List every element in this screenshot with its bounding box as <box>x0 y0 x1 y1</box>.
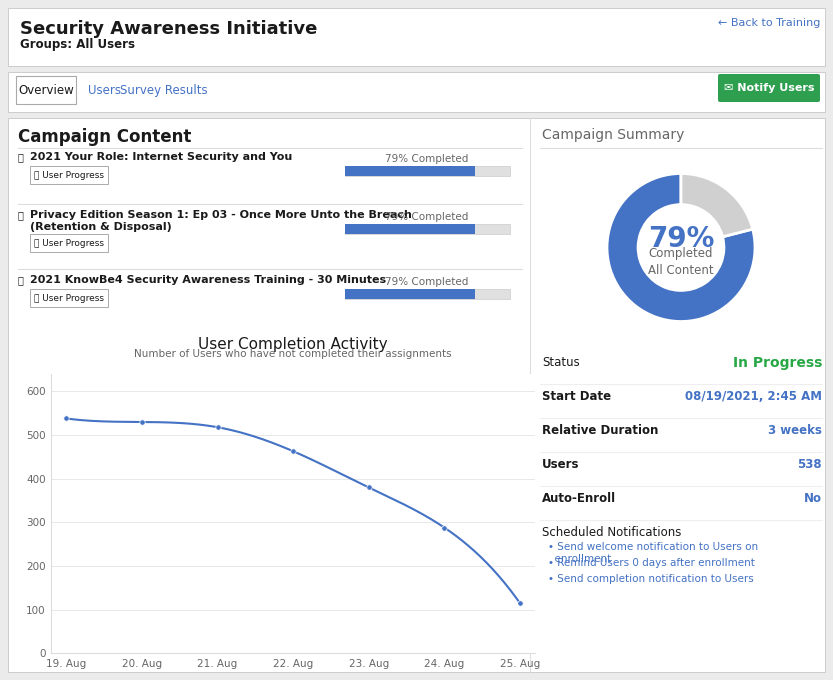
Text: 08/19/2021, 2:45 AM: 08/19/2021, 2:45 AM <box>685 390 822 403</box>
Text: Security Awareness Initiative: Security Awareness Initiative <box>20 20 317 38</box>
Point <box>513 598 526 609</box>
Text: 📈 User Progress: 📈 User Progress <box>34 294 104 303</box>
Text: 📈 User Progress: 📈 User Progress <box>34 239 104 248</box>
FancyBboxPatch shape <box>345 289 510 299</box>
Text: 📹: 📹 <box>18 210 24 220</box>
Text: 79%: 79% <box>648 224 714 253</box>
Text: 🎓: 🎓 <box>18 152 24 162</box>
Text: Overview: Overview <box>18 84 74 97</box>
FancyBboxPatch shape <box>16 76 76 104</box>
Text: • Remind Users 0 days after enrollment: • Remind Users 0 days after enrollment <box>548 558 755 568</box>
Text: 🎓: 🎓 <box>18 275 24 285</box>
FancyBboxPatch shape <box>345 166 476 176</box>
FancyBboxPatch shape <box>30 166 108 184</box>
Text: Users: Users <box>542 458 580 471</box>
Text: 3 weeks: 3 weeks <box>768 424 822 437</box>
FancyBboxPatch shape <box>345 224 510 234</box>
FancyBboxPatch shape <box>718 74 820 102</box>
Text: Survey Results: Survey Results <box>120 84 207 97</box>
Text: (Retention & Disposal): (Retention & Disposal) <box>30 222 172 232</box>
FancyBboxPatch shape <box>8 8 825 66</box>
Text: • Send welcome notification to Users on: • Send welcome notification to Users on <box>548 542 758 552</box>
Point <box>362 482 376 493</box>
FancyBboxPatch shape <box>30 289 108 307</box>
Text: ✉ Notify Users: ✉ Notify Users <box>724 83 814 93</box>
Text: 79% Completed: 79% Completed <box>386 277 469 287</box>
Text: Status: Status <box>542 356 580 369</box>
Title: User Completion Activity: User Completion Activity <box>198 337 388 352</box>
FancyBboxPatch shape <box>345 289 476 299</box>
Wedge shape <box>681 173 753 237</box>
Text: 2021 KnowBe4 Security Awareness Training - 30 Minutes: 2021 KnowBe4 Security Awareness Training… <box>30 275 387 285</box>
Text: Privacy Edition Season 1: Ep 03 - Once More Unto the Breach: Privacy Edition Season 1: Ep 03 - Once M… <box>30 210 412 220</box>
Text: Start Date: Start Date <box>542 390 611 403</box>
Point <box>135 417 148 428</box>
Text: Auto-Enroll: Auto-Enroll <box>542 492 616 505</box>
Text: 2021 Your Role: Internet Security and You: 2021 Your Role: Internet Security and Yo… <box>30 152 292 162</box>
FancyBboxPatch shape <box>345 224 476 234</box>
Text: Users: Users <box>88 84 121 97</box>
Text: Campaign Summary: Campaign Summary <box>542 128 685 142</box>
Text: Groups: All Users: Groups: All Users <box>20 38 135 51</box>
Point <box>60 413 73 424</box>
Text: No: No <box>804 492 822 505</box>
Text: 📈 User Progress: 📈 User Progress <box>34 171 104 180</box>
Text: 79% Completed: 79% Completed <box>386 154 469 164</box>
Text: • Send completion notification to Users: • Send completion notification to Users <box>548 574 754 584</box>
FancyBboxPatch shape <box>8 72 825 112</box>
Text: Scheduled Notifications: Scheduled Notifications <box>542 526 681 539</box>
Text: Completed
All Content: Completed All Content <box>648 248 714 277</box>
Text: 538: 538 <box>797 458 822 471</box>
Text: ← Back to Training: ← Back to Training <box>717 18 820 28</box>
Point <box>287 446 300 457</box>
Text: 79% Completed: 79% Completed <box>386 212 469 222</box>
Text: Campaign Content: Campaign Content <box>18 128 192 146</box>
Text: Relative Duration: Relative Duration <box>542 424 658 437</box>
FancyBboxPatch shape <box>30 234 108 252</box>
Wedge shape <box>607 173 755 322</box>
FancyBboxPatch shape <box>345 166 510 176</box>
Point <box>211 422 224 432</box>
Text: Number of Users who have not completed their assignments: Number of Users who have not completed t… <box>134 349 452 358</box>
Text: enrollment: enrollment <box>548 554 611 564</box>
Text: In Progress: In Progress <box>733 356 822 370</box>
FancyBboxPatch shape <box>8 118 825 672</box>
Point <box>437 522 451 533</box>
